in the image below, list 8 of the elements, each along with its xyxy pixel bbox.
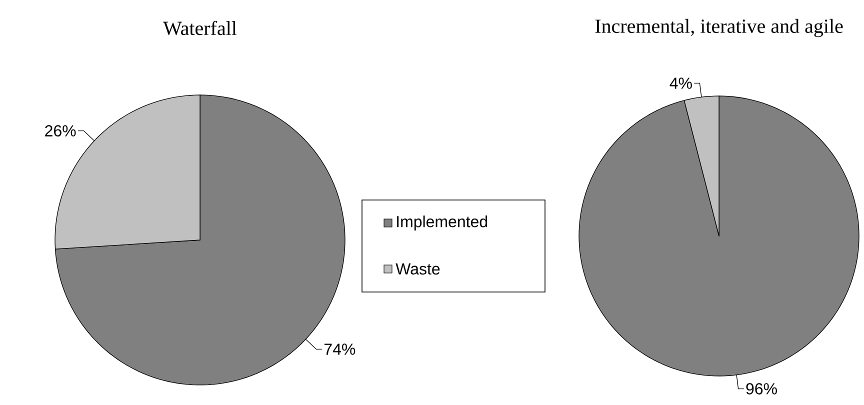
data-label: 26%: [45, 125, 76, 136]
chart-title: Incremental, iterative and agile: [595, 18, 843, 38]
legend-label: Waste: [396, 263, 440, 275]
data-label: 4%: [670, 78, 692, 89]
legend-label: Implemented: [397, 216, 488, 230]
data-label: 96%: [746, 383, 777, 394]
chart-title: Waterfall: [163, 20, 237, 36]
data-label: 74%: [324, 344, 356, 355]
